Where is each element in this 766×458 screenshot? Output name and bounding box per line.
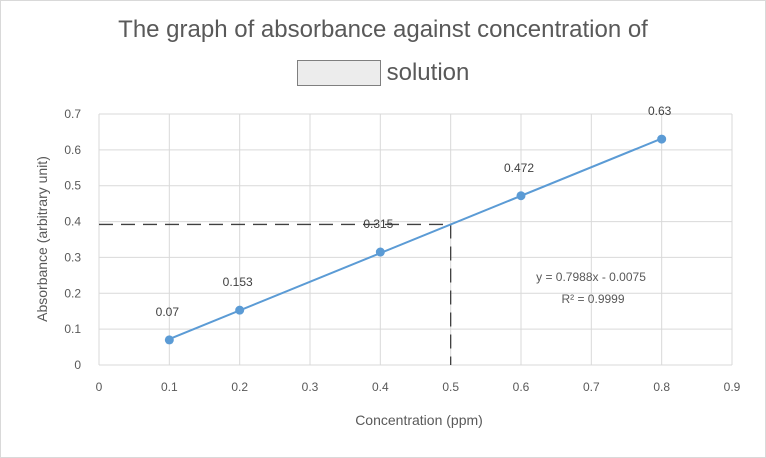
x-tick-label: 0 — [96, 380, 103, 394]
trendline — [168, 137, 663, 340]
blank-answer-box — [296, 60, 381, 86]
x-tick-label: 0.7 — [583, 380, 600, 394]
y-axis-title: Absorbance (arbitrary unit) — [34, 156, 50, 322]
y-tick-label: 0.4 — [64, 215, 81, 229]
x-tick-label: 0.8 — [653, 380, 670, 394]
x-axis-title: Concentration (ppm) — [355, 412, 483, 428]
x-tick-label: 0.3 — [302, 380, 319, 394]
y-tick-label: 0.7 — [64, 107, 81, 121]
x-tick-label: 0.2 — [231, 380, 248, 394]
data-point — [164, 335, 174, 345]
x-tick-label: 0.6 — [513, 380, 530, 394]
chart-title-line-1: The graph of absorbance against concentr… — [118, 16, 648, 43]
trendline-r-squared: R² = 0.9999 — [561, 292, 624, 306]
data-point — [375, 247, 385, 257]
data-points — [164, 134, 667, 345]
y-tick-label: 0.5 — [64, 179, 81, 193]
y-axis-ticks: 0 0.1 0.2 0.3 0.4 0.5 0.6 0.7 — [64, 107, 81, 372]
x-tick-label: 0.9 — [724, 380, 741, 394]
y-tick-label: 0.3 — [64, 250, 81, 264]
x-tick-label: 0.5 — [442, 380, 459, 394]
y-tick-label: 0.2 — [64, 286, 81, 300]
x-tick-label: 0.4 — [372, 380, 389, 394]
trendline-equation: y = 0.7988x - 0.0075 — [536, 270, 646, 284]
data-label: 0.472 — [504, 161, 534, 175]
data-point — [657, 134, 667, 144]
y-tick-label: 0.6 — [64, 143, 81, 157]
chart-title-suffix: solution — [386, 59, 470, 86]
y-tick-label: 0 — [74, 358, 81, 372]
reference-lines — [99, 223, 452, 365]
data-label: 0.315 — [363, 217, 393, 231]
x-tick-label: 0.1 — [161, 380, 178, 394]
data-point — [235, 305, 245, 315]
chart-title-line-2: solution — [1, 57, 765, 89]
data-label: 0.07 — [156, 305, 180, 319]
trendline-layer — [168, 137, 663, 340]
data-labels: 0.07 0.153 0.315 0.472 0.63 — [156, 104, 672, 319]
gridlines — [98, 113, 733, 366]
x-axis-ticks: 0 0.1 0.2 0.3 0.4 0.5 0.6 0.7 0.8 0.9 — [96, 380, 741, 394]
data-label: 0.63 — [648, 104, 672, 118]
y-tick-label: 0.1 — [64, 322, 81, 336]
data-label: 0.153 — [223, 275, 253, 289]
data-point — [516, 191, 526, 201]
